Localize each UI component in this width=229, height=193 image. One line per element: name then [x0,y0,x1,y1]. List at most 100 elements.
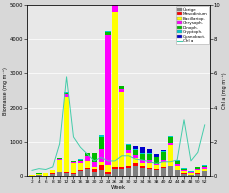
Bar [174,170,179,176]
Bar [139,163,144,166]
Bar [167,137,172,143]
Bar [125,150,131,153]
Bar [77,160,83,161]
Bar [201,169,206,171]
Bar [105,31,110,32]
Bar [84,152,90,153]
Bar [146,149,151,153]
Bar [133,163,138,166]
Bar [181,173,186,174]
Bar [50,174,55,176]
Bar [105,174,110,176]
Bar [98,162,103,165]
Bar [160,160,165,162]
Y-axis label: Chl a (mg m⁻³): Chl a (mg m⁻³) [221,72,226,109]
Bar [181,174,186,176]
Bar [188,171,193,172]
Bar [139,154,144,160]
Bar [105,165,110,172]
Bar [133,155,138,158]
X-axis label: Week: Week [110,185,125,190]
Bar [112,12,117,167]
Bar [71,162,76,163]
Bar [105,32,110,35]
Bar [201,165,206,166]
Bar [194,167,199,168]
Bar [133,146,138,149]
Bar [71,161,76,162]
Bar [119,169,124,176]
Bar [194,174,199,176]
Bar [181,171,186,173]
Bar [133,150,138,155]
Bar [84,169,90,176]
Bar [194,170,199,173]
Bar [160,167,165,168]
Bar [167,136,172,137]
Bar [57,172,62,176]
Bar [146,163,151,168]
Bar [153,165,158,169]
Bar [160,151,165,152]
Bar [146,160,151,163]
Bar [77,159,83,160]
Bar [201,171,206,176]
Bar [174,161,179,164]
Bar [119,85,124,86]
Bar [194,168,199,170]
Bar [133,166,138,176]
Bar [91,172,96,176]
Bar [146,153,151,154]
Bar [125,144,131,145]
Bar [36,175,41,176]
Legend: Übrige, Mesodinium, Bacillariop., Chrysoph., Dinoph., Cryptoph., Cyanobact., Chl: Übrige, Mesodinium, Bacillariop., Chryso… [175,6,208,44]
Bar [98,135,103,137]
Bar [125,168,131,176]
Bar [153,154,158,157]
Bar [160,152,165,160]
Bar [188,172,193,173]
Bar [188,173,193,175]
Bar [133,149,138,150]
Bar [153,170,158,176]
Bar [181,168,186,170]
Bar [71,174,76,176]
Bar [160,162,165,167]
Bar [77,171,83,176]
Bar [167,145,172,166]
Bar [84,153,90,156]
Bar [125,166,131,168]
Bar [64,93,69,94]
Bar [112,1,117,3]
Bar [112,167,117,169]
Bar [174,164,179,166]
Bar [64,97,69,172]
Bar [139,147,144,153]
Bar [153,157,158,164]
Bar [119,168,124,169]
Bar [112,169,117,176]
Bar [139,166,144,168]
Bar [98,149,103,162]
Bar [64,172,69,173]
Bar [77,163,83,170]
Bar [139,153,144,154]
Bar [112,5,117,12]
Bar [139,168,144,176]
Bar [125,153,131,166]
Bar [84,161,90,168]
Bar [91,153,96,162]
Bar [181,170,186,171]
Bar [119,89,124,92]
Bar [64,94,69,97]
Bar [167,166,172,176]
Bar [71,173,76,174]
Bar [50,170,55,174]
Bar [194,173,199,174]
Bar [139,160,144,163]
Bar [64,92,69,93]
Bar [188,175,193,176]
Bar [174,160,179,161]
Bar [119,92,124,168]
Bar [84,168,90,169]
